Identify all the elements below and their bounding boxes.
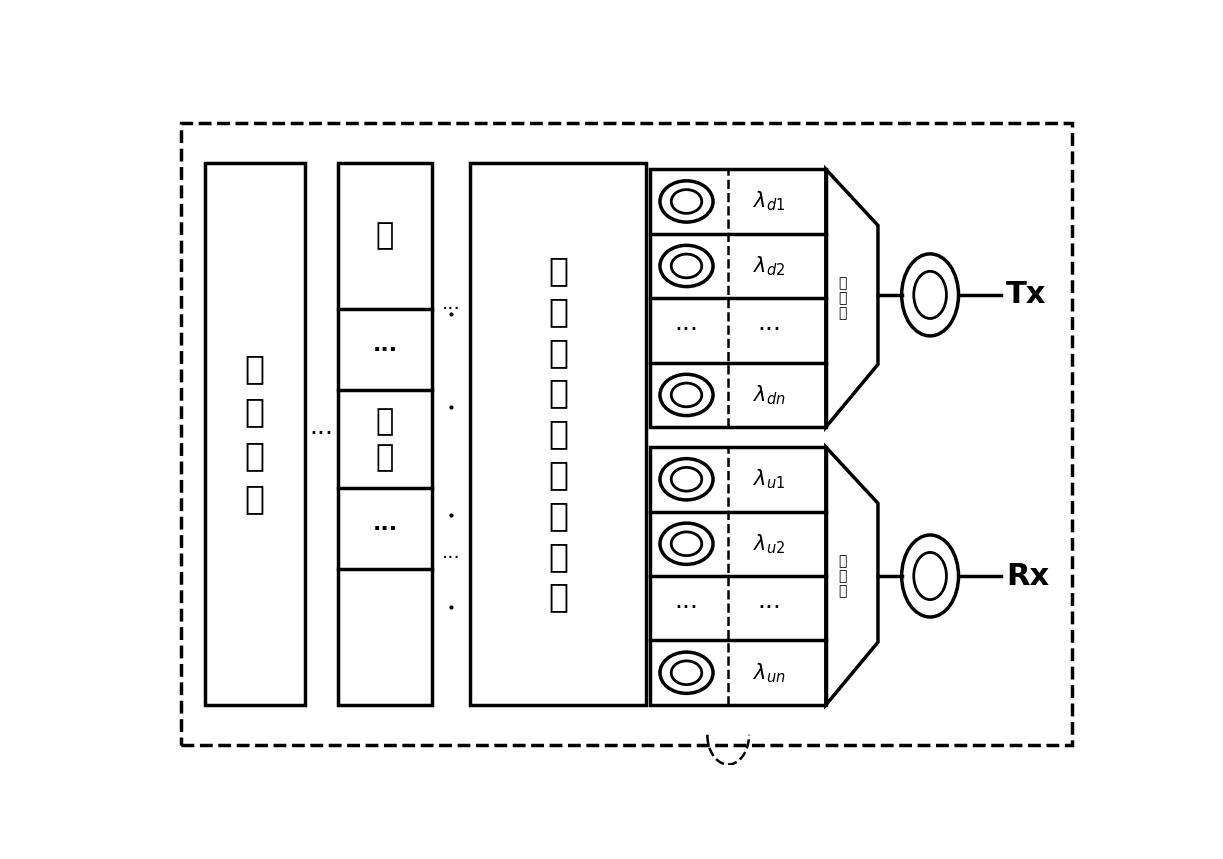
Text: 缓
存: 缓 存 bbox=[375, 407, 394, 472]
Text: ···: ··· bbox=[675, 596, 698, 620]
Text: 滔
波
端: 滔 波 端 bbox=[838, 554, 846, 598]
Text: 电: 电 bbox=[375, 222, 394, 250]
Text: $\lambda_{u2}$: $\lambda_{u2}$ bbox=[752, 532, 785, 556]
Text: 控
制
单
元: 控 制 单 元 bbox=[245, 352, 264, 515]
Text: ···: ··· bbox=[757, 319, 781, 343]
Bar bbox=[651, 447, 826, 705]
Text: 滔
波
端: 滔 波 端 bbox=[838, 276, 846, 320]
Bar bbox=[471, 162, 646, 705]
Text: ···: ··· bbox=[675, 319, 698, 343]
Text: ···: ··· bbox=[373, 519, 397, 539]
Text: ···: ··· bbox=[309, 422, 333, 446]
Bar bbox=[651, 169, 826, 427]
Text: Rx: Rx bbox=[1005, 562, 1049, 590]
Text: ···: ··· bbox=[442, 300, 461, 319]
Text: ···: ··· bbox=[757, 596, 781, 620]
Bar bbox=[205, 162, 305, 705]
Text: $\lambda_{d2}$: $\lambda_{d2}$ bbox=[752, 254, 785, 277]
Text: $\lambda_{u1}$: $\lambda_{u1}$ bbox=[752, 467, 785, 491]
Text: $\lambda_{un}$: $\lambda_{un}$ bbox=[752, 661, 785, 685]
Text: ···: ··· bbox=[373, 339, 397, 360]
Text: ···: ··· bbox=[442, 549, 461, 568]
Text: $\lambda_{d1}$: $\lambda_{d1}$ bbox=[752, 190, 785, 213]
Text: Tx: Tx bbox=[1005, 280, 1047, 309]
Text: 固
定
波
长
收
发
器
阵
列: 固 定 波 长 收 发 器 阵 列 bbox=[548, 254, 567, 613]
Text: $\lambda_{dn}$: $\lambda_{dn}$ bbox=[752, 383, 785, 406]
Bar bbox=[338, 162, 433, 705]
